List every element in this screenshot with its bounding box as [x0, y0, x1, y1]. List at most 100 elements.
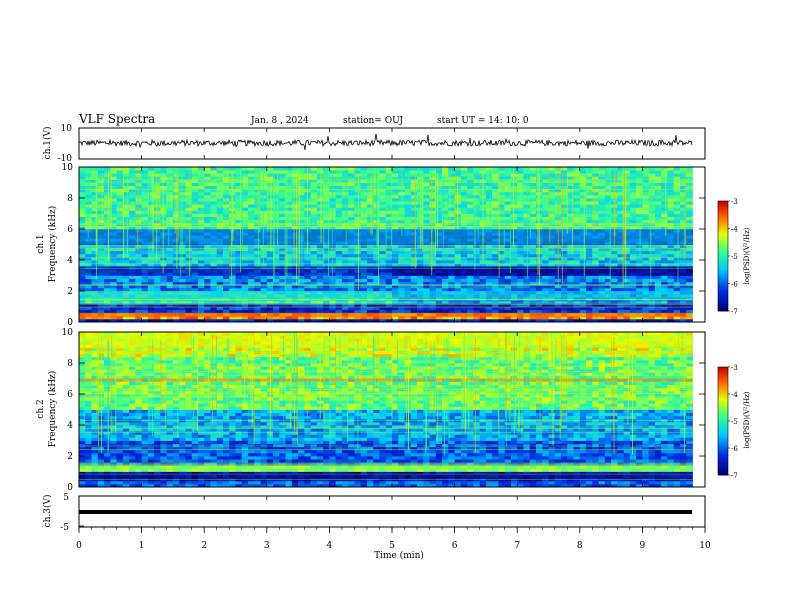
spectrogram-cell — [323, 260, 330, 264]
spectrogram-cell — [279, 263, 286, 267]
spectrogram-cell — [592, 182, 599, 186]
spectrogram-cell — [298, 213, 305, 217]
spectrogram-cell — [604, 300, 612, 304]
spectrogram-cell — [435, 260, 443, 264]
spectrogram-cell — [373, 284, 380, 289]
spectrogram-cell — [273, 247, 280, 252]
spectrogram-cell — [586, 176, 593, 180]
spectrogram-cell — [410, 260, 418, 264]
spectrogram-cell — [504, 309, 512, 314]
spectrogram-cell — [517, 244, 524, 248]
spectrogram-cell — [448, 250, 455, 255]
spectrogram-cell — [617, 179, 625, 183]
spectrogram-cell — [166, 198, 174, 202]
spectrogram-cell — [586, 300, 593, 304]
spectrogram-cell — [485, 263, 493, 267]
spectrogram-cell — [110, 263, 117, 267]
spectrogram-cell — [435, 303, 443, 307]
spectrogram-cell — [204, 198, 211, 202]
spectrogram-cell — [679, 284, 687, 289]
spectrogram-cell — [185, 318, 193, 323]
spectrogram-cell — [110, 244, 117, 248]
spectrogram-cell — [548, 260, 556, 264]
spectrogram-cell — [492, 250, 499, 255]
spectrogram-cell — [266, 188, 274, 193]
spectrogram-cell — [204, 275, 211, 279]
spectrogram-cell — [510, 170, 518, 174]
spectrogram-cell — [241, 173, 249, 177]
spectrogram-cell — [604, 309, 612, 314]
spectrogram-cell — [573, 182, 581, 186]
spectrogram-cell — [348, 287, 355, 292]
spectrogram-cell — [454, 256, 462, 261]
spectrogram-cell — [617, 182, 625, 186]
spectrogram-cell — [179, 315, 186, 320]
spectrogram-cell — [492, 198, 499, 202]
spectrogram-cell — [210, 198, 218, 202]
spectrogram-cell — [385, 210, 393, 214]
spectrogram-cell — [273, 219, 280, 224]
spectrogram-cell — [160, 318, 168, 323]
spectrogram-cell — [504, 247, 512, 252]
spectrogram-cell — [298, 287, 305, 292]
spectrogram-cell — [679, 309, 687, 314]
spectrogram-cell — [423, 263, 430, 267]
spectrogram-cell — [460, 182, 468, 186]
spectrogram-cell — [279, 250, 286, 255]
spectrogram-cell — [629, 198, 637, 202]
spectrogram-cell — [448, 210, 455, 214]
spectrogram-cell — [291, 207, 299, 211]
spectrogram-cell — [91, 173, 99, 177]
spectrogram-cell — [686, 315, 693, 320]
spectrogram-cell — [210, 194, 218, 199]
spectrogram-cell — [79, 256, 86, 261]
spectrogram-cell — [79, 188, 86, 193]
spectrogram-cell — [147, 309, 155, 314]
spectrogram-cell — [110, 309, 117, 314]
spectrogram-cell — [492, 222, 499, 227]
spectrogram-cell — [579, 216, 587, 221]
spectrogram-cell — [385, 284, 393, 289]
spectrogram-cell — [291, 173, 299, 177]
spectrogram-cell — [197, 309, 205, 314]
spectrogram-cell — [129, 167, 136, 171]
spectrogram-cell — [197, 182, 205, 186]
spectrogram-cell — [316, 318, 324, 323]
spectrogram-cell — [110, 213, 117, 217]
spectrogram-cell — [535, 167, 543, 171]
spectrogram-cell — [654, 225, 662, 230]
spectrogram-cell — [542, 284, 549, 289]
spectrogram-cell — [254, 318, 261, 323]
spectrogram-cell — [667, 194, 675, 199]
spectrogram-cell — [686, 167, 693, 171]
spectrogram-cell — [122, 275, 130, 279]
spectrogram-cell — [166, 216, 174, 221]
spectrogram-cell — [604, 182, 612, 186]
spectrogram-cell — [517, 247, 524, 252]
spectrogram-cell — [160, 256, 168, 261]
spectrogram-cell — [172, 250, 180, 255]
spectrogram-cell — [85, 281, 92, 286]
spectrogram-cell — [485, 281, 493, 286]
spectrogram-cell — [479, 170, 487, 174]
spectrogram-cell — [348, 188, 355, 193]
spectrogram-cell — [191, 213, 199, 217]
spectrogram-cell — [529, 253, 537, 258]
spectrogram-cell — [160, 253, 168, 258]
spectrogram-cell — [623, 188, 631, 193]
spectrogram-cell — [598, 170, 606, 174]
spectrogram-cell — [241, 182, 249, 186]
spectrogram-cell — [147, 173, 155, 177]
spectrogram-cell — [329, 194, 337, 199]
spectrogram-cell — [329, 281, 337, 286]
spectrogram-cell — [404, 213, 412, 217]
spectrogram-cell — [504, 219, 512, 224]
spectrogram-cell — [642, 182, 650, 186]
spectrogram-cell — [642, 247, 650, 252]
spectrogram-cell — [492, 309, 499, 314]
spectrogram-cell — [636, 176, 643, 180]
spectrogram-cell — [154, 182, 161, 186]
spectrogram-cell — [567, 318, 574, 323]
spectrogram-cell — [573, 188, 581, 193]
spectrogram-cell — [498, 303, 506, 307]
